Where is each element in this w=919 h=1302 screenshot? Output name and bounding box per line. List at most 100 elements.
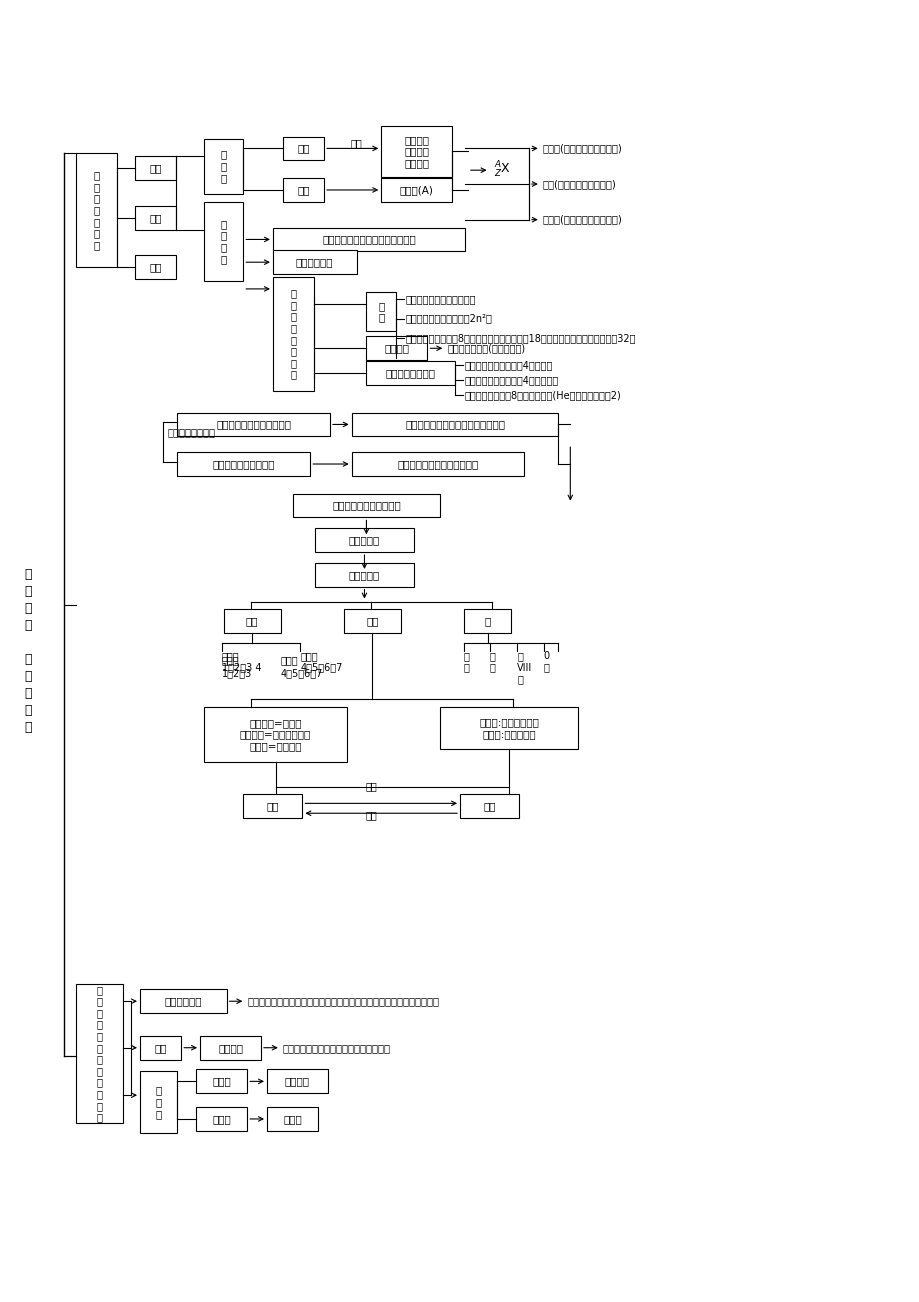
Text: 形成条件: 形成条件 [285, 1077, 310, 1086]
Text: 结构: 结构 [267, 801, 278, 811]
Text: 构
成
物
质
的
微
粒: 构 成 物 质 的 微 粒 [94, 171, 99, 250]
Text: 物
质
结
构

元
素
周
期
律: 物 质 结 构 元 素 周 期 律 [25, 568, 32, 734]
Text: 结构相似，相对分子质量越大，分子间作用力越大，物质的熔、沸点越高: 结构相似，相对分子质量越大，分子间作用力越大，物质的熔、沸点越高 [247, 996, 438, 1006]
Text: 质子: 质子 [297, 143, 310, 154]
Text: 长周期: 长周期 [280, 655, 298, 665]
FancyBboxPatch shape [135, 206, 176, 229]
FancyBboxPatch shape [344, 609, 401, 633]
Text: 族: 族 [484, 616, 490, 626]
Text: 原子半径呈周期性变化: 原子半径呈周期性变化 [212, 460, 275, 469]
Text: 电子式: 电子式 [283, 1115, 301, 1124]
FancyBboxPatch shape [204, 138, 243, 194]
Text: 元素周期表: 元素周期表 [348, 570, 380, 579]
Text: 离子: 离子 [149, 212, 162, 223]
FancyBboxPatch shape [282, 178, 323, 202]
Text: 质量数(A): 质量数(A) [399, 185, 433, 195]
Text: 性质: 性质 [482, 801, 495, 811]
Text: 短周期
1、2、3 4: 短周期 1、2、3 4 [221, 651, 261, 673]
FancyBboxPatch shape [140, 1072, 177, 1133]
FancyBboxPatch shape [282, 137, 323, 160]
FancyBboxPatch shape [243, 794, 302, 818]
FancyBboxPatch shape [273, 228, 464, 251]
Text: 最外层电子数不超过8个，次外层电子数不超过18个，倒数第三层电子数不超过32个: 最外层电子数不超过8个，次外层电子数不超过18个，倒数第三层电子数不超过32个 [405, 333, 636, 344]
Text: 周期: 周期 [245, 616, 258, 626]
FancyBboxPatch shape [380, 178, 451, 202]
Text: 原子序数=质子数
主族序数=最外层电子数
周期数=电子层数: 原子序数=质子数 主族序数=最外层电子数 周期数=电子层数 [240, 717, 311, 751]
FancyBboxPatch shape [196, 1107, 247, 1131]
Text: 与元素性质的关系: 与元素性质的关系 [385, 368, 436, 378]
Text: 同周期:化学性质递变
同主族:相似性递变: 同周期:化学性质递变 同主族:相似性递变 [479, 717, 539, 740]
Text: 最外层电子数决定元素的化学性质: 最外层电子数决定元素的化学性质 [322, 234, 415, 245]
FancyBboxPatch shape [460, 794, 518, 818]
FancyBboxPatch shape [267, 1069, 328, 1094]
Text: 0
族: 0 族 [543, 651, 550, 673]
Text: 长周期
4、5、6、7: 长周期 4、5、6、7 [301, 651, 343, 673]
FancyBboxPatch shape [315, 562, 414, 587]
FancyBboxPatch shape [177, 413, 330, 436]
FancyBboxPatch shape [463, 609, 511, 633]
Text: 元素原子得失电子能力呈周期性变化: 元素原子得失电子能力呈周期性变化 [404, 419, 505, 430]
FancyBboxPatch shape [351, 452, 524, 477]
Text: 一般最外层电子数小于4者为金属: 一般最外层电子数小于4者为金属 [464, 361, 552, 370]
Text: 分子: 分子 [149, 262, 162, 272]
Text: 副
族: 副 族 [489, 651, 495, 673]
Text: 决定: 决定 [350, 138, 362, 148]
FancyBboxPatch shape [135, 255, 176, 279]
Text: 决定: 决定 [365, 781, 377, 792]
FancyBboxPatch shape [196, 1069, 247, 1094]
FancyBboxPatch shape [199, 1036, 261, 1060]
Text: 元素周期律: 元素周期律 [348, 535, 380, 546]
Text: 一般最外层电子数大于4者为非金属: 一般最外层电子数大于4者为非金属 [464, 375, 559, 385]
Text: 原子(质子数等于核电荷数): 原子(质子数等于核电荷数) [542, 180, 616, 189]
FancyBboxPatch shape [292, 493, 440, 517]
Text: $^A_Z$X: $^A_Z$X [494, 160, 511, 180]
FancyBboxPatch shape [140, 990, 226, 1013]
FancyBboxPatch shape [273, 250, 357, 273]
Text: 每层最多容纳的电子数为2n²个: 每层最多容纳的电子数为2n²个 [405, 314, 493, 324]
Text: 最外层电子数等于8者为稀有气体(He最外层电子数为2): 最外层电子数等于8者为稀有气体(He最外层电子数为2) [464, 389, 621, 400]
FancyBboxPatch shape [273, 277, 314, 391]
Text: 共价键: 共价键 [212, 1115, 231, 1124]
Text: 第
VIII
族: 第 VIII 族 [516, 651, 532, 684]
Text: 构
成
物
质
微
粒
间
的
相
互
作
用: 构 成 物 质 微 粒 间 的 相 互 作 用 [96, 984, 102, 1122]
FancyBboxPatch shape [223, 609, 280, 633]
Text: 原子序数
核电荷数
元素种类: 原子序数 核电荷数 元素种类 [403, 135, 428, 168]
FancyBboxPatch shape [351, 413, 558, 436]
Text: 氢键的存在，使物质的熔、沸点反常的高: 氢键的存在，使物质的熔、沸点反常的高 [282, 1043, 391, 1053]
FancyBboxPatch shape [315, 529, 414, 552]
Text: 分子间作用力: 分子间作用力 [165, 996, 202, 1006]
Text: 元素的性质呈周期性变化: 元素的性质呈周期性变化 [332, 500, 401, 510]
FancyBboxPatch shape [135, 156, 176, 180]
Text: 电子运动状态: 电子运动状态 [296, 258, 333, 267]
Text: 原子: 原子 [149, 163, 162, 173]
FancyBboxPatch shape [440, 707, 577, 749]
Text: 阳离子(质子数大于核电荷数): 阳离子(质子数大于核电荷数) [542, 143, 622, 154]
FancyBboxPatch shape [267, 1107, 318, 1131]
FancyBboxPatch shape [366, 336, 427, 361]
Text: 规
律: 规 律 [378, 301, 384, 323]
Text: 短周期: 短周期 [221, 655, 239, 665]
Text: 形成条件: 形成条件 [218, 1043, 243, 1053]
Text: 原
子
核: 原 子 核 [221, 150, 226, 182]
FancyBboxPatch shape [366, 361, 455, 385]
Text: 最外层电子数呈周期性变化: 最外层电子数呈周期性变化 [216, 419, 290, 430]
FancyBboxPatch shape [75, 984, 123, 1122]
Text: 元素主要化合价呈周期性变化: 元素主要化合价呈周期性变化 [397, 460, 478, 469]
Text: 氢键: 氢键 [154, 1043, 166, 1053]
FancyBboxPatch shape [204, 202, 243, 281]
Text: 离子键: 离子键 [212, 1077, 231, 1086]
FancyBboxPatch shape [366, 292, 395, 332]
Text: 体现: 体现 [365, 810, 377, 820]
Text: 1、2、3: 1、2、3 [221, 668, 252, 678]
Text: 4、5、6、7: 4、5、6、7 [280, 668, 323, 678]
Text: 位置: 位置 [366, 616, 379, 626]
FancyBboxPatch shape [75, 154, 117, 267]
Text: 核
外
电
子
分
层
排
布: 核 外 电 子 分 层 排 布 [290, 288, 296, 379]
Text: 表示方法: 表示方法 [384, 344, 409, 353]
Text: 微粒结构示意图(原子或离子): 微粒结构示意图(原子或离子) [447, 344, 525, 353]
FancyBboxPatch shape [380, 126, 451, 177]
Text: 化
学
键: 化 学 键 [155, 1086, 162, 1118]
Text: 按能量由低到高，分层排布: 按能量由低到高，分层排布 [405, 294, 476, 303]
Text: 核
外
电
子: 核 外 电 子 [221, 219, 226, 264]
Text: 中子: 中子 [297, 185, 310, 195]
